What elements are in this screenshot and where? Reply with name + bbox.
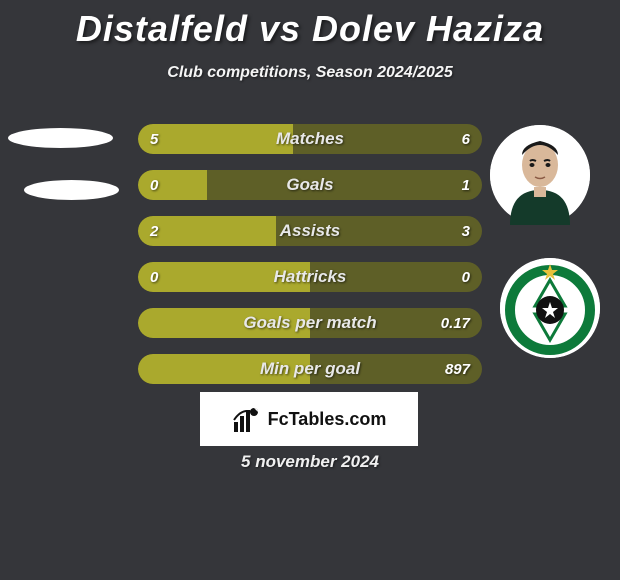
stat-right-value: 897	[445, 354, 470, 384]
stat-left-value: 0	[150, 170, 158, 200]
stat-row: Min per goal897	[138, 354, 482, 384]
stat-right-value: 6	[462, 124, 470, 154]
club-left-logo-placeholder	[24, 180, 119, 200]
comparison-title: Distalfeld vs Dolev Haziza	[0, 0, 620, 50]
club-right-logo	[500, 258, 600, 358]
player-right-avatar	[490, 125, 590, 225]
fctables-icon	[232, 404, 262, 434]
stat-left-value: 0	[150, 262, 158, 292]
stat-left-fill	[138, 124, 293, 154]
stat-row: 2Assists3	[138, 216, 482, 246]
stat-left-fill	[138, 262, 310, 292]
player-left-avatar-placeholder	[8, 128, 113, 148]
stat-right-value: 3	[462, 216, 470, 246]
stat-left-fill	[138, 170, 207, 200]
comparison-subtitle: Club competitions, Season 2024/2025	[0, 64, 620, 82]
watermark: FcTables.com	[200, 392, 418, 446]
stats-bars-container: 5Matches6 0Goals1 2Assists3 0Hattricks0 Goal…	[138, 124, 482, 400]
stat-right-value: 0.17	[441, 308, 470, 338]
watermark-text: FcTables.com	[268, 409, 387, 430]
stat-right-value: 0	[462, 262, 470, 292]
stat-row: 5Matches6	[138, 124, 482, 154]
stat-row: 0Goals1	[138, 170, 482, 200]
stat-right-value: 1	[462, 170, 470, 200]
stat-left-value: 2	[150, 216, 158, 246]
stat-left-fill	[138, 354, 310, 384]
generation-date: 5 november 2024	[0, 452, 620, 472]
stat-left-fill	[138, 308, 310, 338]
stat-left-fill	[138, 216, 276, 246]
stat-row: 0Hattricks0	[138, 262, 482, 292]
stat-left-value: 5	[150, 124, 158, 154]
stat-row: Goals per match0.17	[138, 308, 482, 338]
